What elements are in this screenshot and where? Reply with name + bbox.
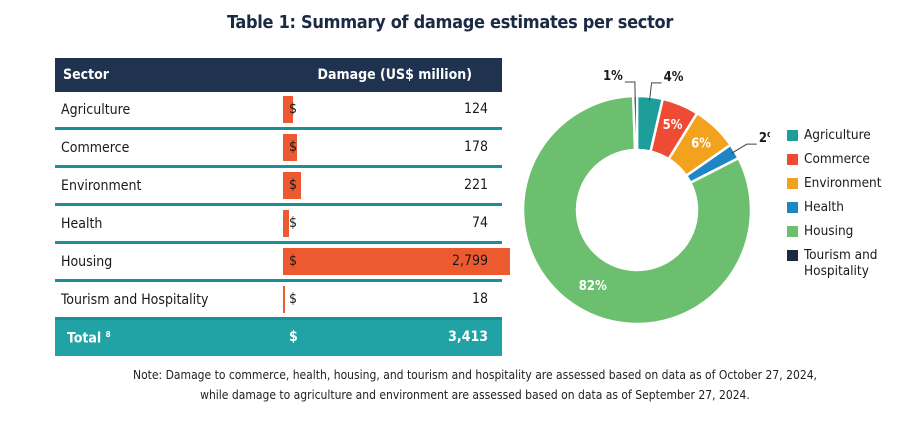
damage-bar <box>283 134 297 161</box>
legend-item: Health <box>787 199 889 223</box>
damage-bar <box>283 210 289 237</box>
legend-item: Tourism and Hospitality <box>787 247 889 279</box>
legend-swatch <box>787 154 798 165</box>
slice-tourism-and-hospitality <box>631 94 639 152</box>
slice-label: 82% <box>579 279 607 294</box>
damage-table: Sector Damage (US$ million) Agriculture … <box>55 58 510 356</box>
legend-label: Agriculture <box>804 127 871 143</box>
damage-cell: $ 178 <box>275 128 502 168</box>
note: Note: Damage to commerce, health, housin… <box>0 365 900 405</box>
total-row: Total 8 $3,413 <box>55 318 502 356</box>
total-label-cell: Total 8 <box>55 318 275 356</box>
table-row: Commerce $ 178 <box>55 128 502 168</box>
damage-bar <box>283 96 293 123</box>
currency-sign: $ <box>289 253 298 269</box>
damage-value: 74 <box>471 215 488 231</box>
sector-name: Commerce <box>55 128 275 168</box>
slice-housing <box>521 94 753 326</box>
table-row: Housing $ 2,799 <box>55 242 510 282</box>
legend-swatch <box>787 250 798 261</box>
header-damage: Damage (US$ million) <box>275 58 502 92</box>
damage-cell: $ 124 <box>275 92 502 130</box>
legend-label: Housing <box>804 223 854 239</box>
slice-label: 5% <box>663 118 683 133</box>
legend-label: Health <box>804 199 844 215</box>
damage-value: 2,799 <box>451 253 488 269</box>
legend-swatch <box>787 130 798 141</box>
leader-line <box>731 143 757 154</box>
slice-label: 4% <box>664 70 684 85</box>
legend-label: Commerce <box>804 151 870 167</box>
note-line-2: while damage to agriculture and environm… <box>200 388 750 402</box>
table-row: Health $ 74 <box>55 204 502 244</box>
damage-bar <box>283 286 285 313</box>
table-row: Agriculture $ 124 <box>55 92 502 130</box>
legend-item: Environment <box>787 175 889 199</box>
damage-cell: $ 18 <box>275 280 502 320</box>
legend-item: Commerce <box>787 151 889 175</box>
damage-cell: $ 2,799 <box>275 242 510 282</box>
damage-value: 221 <box>463 177 488 193</box>
total-cell: $3,413 <box>275 318 502 356</box>
damage-cell: $ 74 <box>275 204 502 244</box>
table-header: Sector Damage (US$ million) <box>55 58 502 92</box>
slice-label: 1% <box>603 69 623 84</box>
currency-sign: $ <box>289 139 298 155</box>
table-row: Tourism and Hospitality $ 18 <box>55 280 502 320</box>
damage-value: 124 <box>463 101 488 117</box>
currency-sign: $ <box>289 291 298 307</box>
currency-sign: $ <box>289 215 298 231</box>
damage-bar <box>283 172 301 199</box>
currency-sign: $ <box>289 177 298 193</box>
damage-cell: $ 221 <box>275 166 502 206</box>
leader-line <box>624 81 636 101</box>
currency-sign: $ <box>289 101 298 117</box>
donut-chart: 4% 5% 6% 2% 82% 1% <box>521 69 770 326</box>
legend: Agriculture Commerce Environment Health Hous… <box>787 127 889 279</box>
sector-name: Environment <box>55 166 275 206</box>
damage-value: 178 <box>463 139 488 155</box>
total-value: 3,413 <box>448 329 488 345</box>
slice-label: 2% <box>759 131 770 146</box>
total-footnote: 8 <box>105 329 111 339</box>
damage-bar <box>283 248 510 275</box>
total-label: Total <box>67 330 102 347</box>
damage-value: 18 <box>471 291 488 307</box>
legend-item: Agriculture <box>787 127 889 151</box>
sector-name: Housing <box>55 242 275 282</box>
sector-name: Agriculture <box>55 92 275 130</box>
legend-label: Environment <box>804 175 882 191</box>
header-sector: Sector <box>55 58 275 92</box>
legend-item: Housing <box>787 223 889 247</box>
table-row: Environment $ 221 <box>55 166 502 206</box>
legend-label: Tourism and Hospitality <box>804 247 878 279</box>
chart-title: Table 1: Summary of damage estimates per… <box>226 12 674 33</box>
slice-label: 6% <box>691 137 711 152</box>
legend-swatch <box>787 178 798 189</box>
note-line-1: Note: Damage to commerce, health, housin… <box>133 368 817 382</box>
currency-sign: $ <box>289 329 298 345</box>
sector-name: Health <box>55 204 275 244</box>
legend-swatch <box>787 226 798 237</box>
legend-swatch <box>787 202 798 213</box>
leader-line <box>649 82 662 101</box>
sector-name: Tourism and Hospitality <box>55 280 275 320</box>
